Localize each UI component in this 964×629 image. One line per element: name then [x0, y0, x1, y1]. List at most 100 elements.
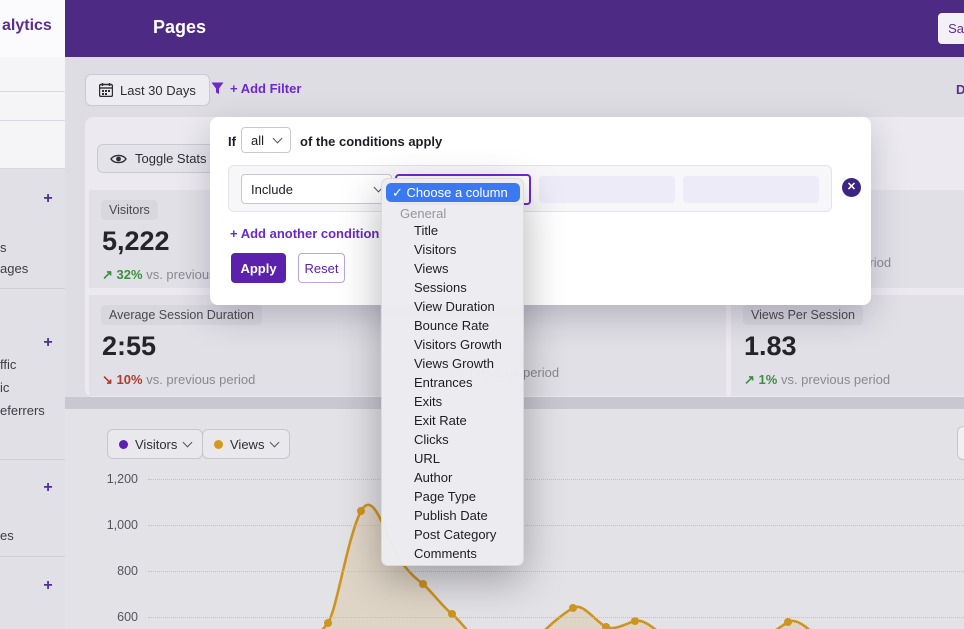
sidebar-item-label[interactable]: eferrers [0, 403, 45, 418]
top-header-bar: Pages Save As ★ [65, 0, 964, 57]
menu-item-post-category[interactable]: Post Category [414, 527, 497, 542]
y-axis-tick: 1,200 [106, 472, 138, 486]
eye-icon [110, 153, 127, 165]
save-as-button[interactable]: Save As [938, 13, 964, 44]
app-logo: alytics [2, 17, 52, 34]
menu-item-view-duration[interactable]: View Duration [414, 299, 495, 314]
legend-visitors-button[interactable]: Visitors [107, 429, 204, 459]
stat-label: Visitors [101, 200, 158, 220]
toggle-stats-button[interactable]: Toggle Stats [97, 144, 220, 173]
trend-up-icon: ↗ [744, 372, 755, 387]
sidebar-section: + [0, 557, 65, 629]
menu-item-exits[interactable]: Exits [414, 394, 443, 409]
chevron-down-icon [182, 437, 193, 448]
reset-button[interactable]: Reset [298, 253, 345, 283]
stat-tile-avg-session-duration: Average Session Duration 2:55 ↘ 10% vs. … [89, 295, 380, 396]
sidebar-item-label[interactable]: s [0, 240, 7, 255]
sidebar-item-label[interactable]: ffic [0, 357, 17, 372]
gridline [148, 571, 964, 572]
apply-button[interactable]: Apply [231, 253, 286, 283]
calendar-icon [99, 83, 113, 97]
filter-panel: If all of the conditions apply Include ✕… [210, 117, 871, 305]
menu-item-title[interactable]: Title [414, 223, 439, 238]
stat-tile-views-per-session: Views Per Session 1.83 ↗ 1% vs. previous… [731, 295, 964, 396]
page-title: Pages [153, 17, 207, 37]
add-section-button[interactable]: + [43, 334, 53, 351]
sidebar-item[interactable] [0, 92, 65, 121]
menu-item-views-growth[interactable]: Views Growth [414, 356, 494, 371]
add-filter-button[interactable]: + Add Filter [211, 81, 301, 96]
checkmark-icon: ✓ [392, 185, 403, 200]
menu-item-visitors-growth[interactable]: Visitors Growth [414, 337, 502, 352]
sidebar-item[interactable] [0, 57, 65, 92]
date-range-button[interactable]: Last 30 Days [85, 74, 210, 106]
add-another-condition-link[interactable]: + Add another condition [230, 226, 380, 241]
views-dot-icon [214, 439, 223, 449]
add-section-button[interactable]: + [43, 190, 53, 207]
menu-item-author[interactable]: Author [414, 470, 453, 485]
trend-up-icon: ↗ [102, 267, 113, 282]
sidebar-section: + s ages [0, 169, 65, 289]
condition-value-field-2[interactable] [683, 176, 819, 203]
stat-change: ↗ 1% vs. previous period [744, 372, 891, 387]
stat-value: 5,222 [102, 226, 170, 256]
add-section-button[interactable]: + [43, 577, 53, 594]
stat-value: 2:55 [102, 331, 157, 361]
stat-label: Average Session Duration [101, 305, 262, 325]
toggle-stats-label: Toggle Stats [135, 151, 207, 166]
if-label: If [228, 134, 236, 149]
menu-group-label: General [400, 206, 447, 221]
sidebar-item-label[interactable]: ic [0, 380, 10, 395]
condition-row: Include [228, 165, 832, 212]
visitors-dot-icon [119, 439, 128, 449]
operator-select[interactable]: Include [241, 174, 392, 204]
gridline [148, 525, 964, 526]
logo-area: alytics [0, 0, 65, 57]
sidebar-item[interactable] [0, 121, 65, 169]
date-range-label: Last 30 Days [120, 82, 196, 98]
sidebar-item-label[interactable]: ages [0, 261, 29, 276]
column-dropdown-menu: ✓ Choose a column General Title Visitors… [381, 178, 524, 566]
menu-item-publish-date[interactable]: Publish Date [414, 508, 488, 523]
add-filter-label: + Add Filter [230, 81, 302, 96]
stat-change: ↘ 10% vs. previous period [102, 372, 256, 387]
legend-label: Visitors [135, 436, 178, 452]
trend-down-icon: ↘ [102, 372, 113, 387]
menu-item-exit-rate[interactable]: Exit Rate [414, 413, 467, 428]
menu-item-comments[interactable]: Comments [414, 546, 477, 561]
gridline [148, 479, 964, 480]
condition-value-field[interactable] [539, 176, 675, 203]
sidebar: alytics + s ages + ffic ic eferrers + es… [0, 0, 65, 629]
sidebar-item-label[interactable]: es [0, 528, 14, 543]
sidebar-section: + ffic ic eferrers [0, 289, 65, 460]
y-axis-tick: 1,000 [106, 518, 138, 532]
menu-item-views[interactable]: Views [414, 261, 449, 276]
y-axis-tick: 800 [117, 564, 138, 578]
add-section-button[interactable]: + [43, 479, 53, 496]
menu-item-sessions[interactable]: Sessions [414, 280, 467, 295]
chart-options-button-partial[interactable] [957, 426, 964, 460]
gridline [148, 617, 964, 618]
close-condition-button[interactable]: ✕ [842, 178, 861, 197]
menu-item-selected[interactable]: ✓ Choose a column [386, 183, 520, 202]
match-type-select[interactable]: all [241, 127, 291, 153]
stat-label: Views Per Session [743, 305, 863, 325]
stat-value: 1.83 [744, 331, 797, 361]
chevron-down-icon [272, 133, 283, 144]
menu-item-visitors[interactable]: Visitors [414, 242, 457, 257]
menu-item-entrances[interactable]: Entrances [414, 375, 473, 390]
menu-item-url[interactable]: URL [414, 451, 441, 466]
menu-item-page-type[interactable]: Page Type [414, 489, 476, 504]
conditions-apply-label: of the conditions apply [300, 134, 443, 149]
chevron-down-icon [270, 437, 280, 448]
y-axis-tick: 600 [117, 610, 138, 624]
filter-funnel-icon [211, 82, 224, 95]
menu-item-clicks[interactable]: Clicks [414, 432, 449, 447]
toolbar-right-fragment[interactable]: D [956, 82, 964, 97]
views-line-chart [321, 503, 811, 629]
legend-label: Views [230, 436, 265, 452]
sidebar-section: + es [0, 460, 65, 557]
menu-item-bounce-rate[interactable]: Bounce Rate [414, 318, 490, 333]
close-icon: ✕ [846, 181, 857, 193]
legend-views-button[interactable]: Views [202, 429, 291, 459]
